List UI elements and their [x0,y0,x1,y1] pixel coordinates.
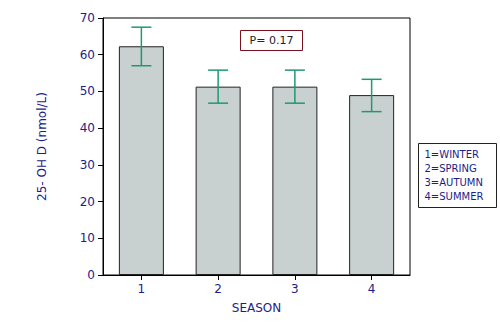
svg-text:40: 40 [80,121,95,135]
svg-text:2=SPRING: 2=SPRING [425,163,477,174]
svg-text:3: 3 [291,282,299,296]
svg-text:20: 20 [80,195,95,209]
svg-text:60: 60 [80,48,95,62]
svg-text:10: 10 [80,231,95,245]
svg-text:4: 4 [368,282,376,296]
svg-text:50: 50 [80,84,95,98]
svg-text:3=AUTUMN: 3=AUTUMN [425,177,483,188]
svg-text:1=WINTER: 1=WINTER [425,149,479,160]
svg-text:30: 30 [80,158,95,172]
svg-text:2: 2 [214,282,222,296]
svg-text:4=SUMMER: 4=SUMMER [425,191,484,202]
svg-text:SEASON: SEASON [232,301,281,315]
svg-text:0: 0 [87,268,95,282]
svg-text:P= 0.17: P= 0.17 [250,34,294,47]
svg-text:1: 1 [138,282,146,296]
svg-text:70: 70 [80,11,95,25]
svg-text:25- OH D (nmol/L): 25- OH D (nmol/L) [35,92,49,201]
